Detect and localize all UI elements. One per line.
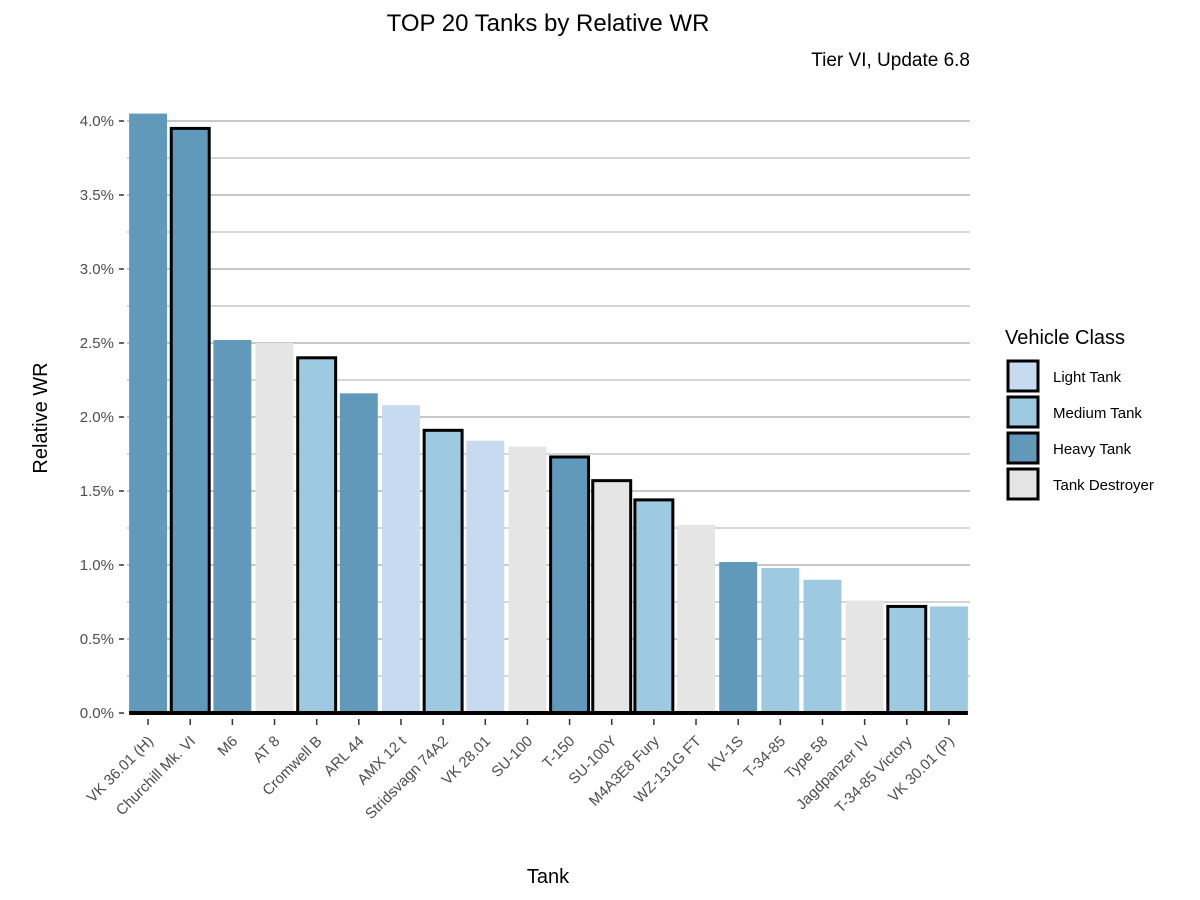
y-tick-label: 3.0%: [80, 261, 114, 278]
legend-key-swatch: [1006, 467, 1040, 501]
y-tick-label: 2.5%: [80, 335, 114, 352]
x-tick-label: Jagdpanzer IV: [793, 733, 873, 813]
y-tick-label: 1.5%: [80, 483, 114, 500]
bar-vk-28-01: [466, 440, 505, 713]
x-tick-label: AT 8: [250, 733, 283, 766]
bar-stridsvagn-74a2: [422, 428, 464, 715]
bar-su-100: [508, 446, 547, 713]
legend-key-label: Medium Tank: [1053, 405, 1142, 422]
legend: Vehicle Class Light Tank Medium Tank Heavy…: [1005, 327, 1154, 501]
bar-su-100y: [591, 479, 633, 715]
bar-m6: [213, 340, 252, 713]
bar-arl-44: [339, 393, 378, 713]
bar-wz-131g-ft: [677, 525, 715, 713]
legend-key-swatch: [1006, 359, 1040, 393]
bars: [129, 113, 968, 715]
y-tick-label: 3.5%: [80, 187, 114, 204]
bar-m4a3e8-fury: [633, 498, 675, 715]
bar-jagdpanzer-iv: [845, 600, 884, 713]
legend-key-label: Tank Destroyer: [1053, 477, 1154, 494]
legend-key-label: Light Tank: [1053, 369, 1122, 386]
legend-key-label: Heavy Tank: [1053, 441, 1132, 458]
x-tick-label: T-150: [539, 733, 578, 772]
bar-vk-36-01-h-: [129, 113, 168, 714]
legend-key-swatch: [1006, 431, 1040, 465]
grid-lines: [127, 120, 970, 677]
legend-title: Vehicle Class: [1005, 327, 1125, 349]
x-tick-label: SU-100: [488, 733, 536, 781]
bar-at-8: [255, 343, 294, 713]
bar-kv-1s: [719, 562, 758, 713]
bar-amx-12-t: [382, 405, 420, 713]
bar-t-150: [549, 455, 591, 715]
y-tick-label: 0.0%: [80, 705, 114, 722]
x-tick-label: T-34-85: [741, 733, 790, 782]
chart-subtitle: Tier VI, Update 6.8: [811, 50, 970, 71]
bar-t-34-85: [761, 567, 800, 713]
bar-type-58: [803, 579, 842, 713]
y-tick-label: 1.0%: [80, 557, 114, 574]
bar-cromwell-b: [296, 356, 338, 715]
x-tick-label: M6: [214, 733, 241, 760]
x-axis-title: Tank: [527, 866, 570, 888]
y-axis-ticks: 0.0% 0.5% 1.0% 1.5% 2.0% 2.5% 3.0% 3.5% 4.0%: [80, 113, 124, 722]
legend-key-swatch: [1006, 395, 1040, 429]
bar-churchill-mk-vi: [169, 126, 211, 715]
y-tick-label: 0.5%: [80, 631, 114, 648]
y-tick-label: 2.0%: [80, 409, 114, 426]
bar-vk-30-01-p-: [929, 606, 968, 713]
bar-t-34-85-victory: [886, 604, 928, 715]
y-axis-title: Relative WR: [30, 362, 52, 473]
y-tick-label: 4.0%: [80, 113, 114, 130]
chart-title: TOP 20 Tanks by Relative WR: [387, 10, 710, 37]
x-axis-ticks: VK 36.01 (H)Churchill Mk. VI M6 AT 8Cromwe…: [84, 719, 958, 823]
